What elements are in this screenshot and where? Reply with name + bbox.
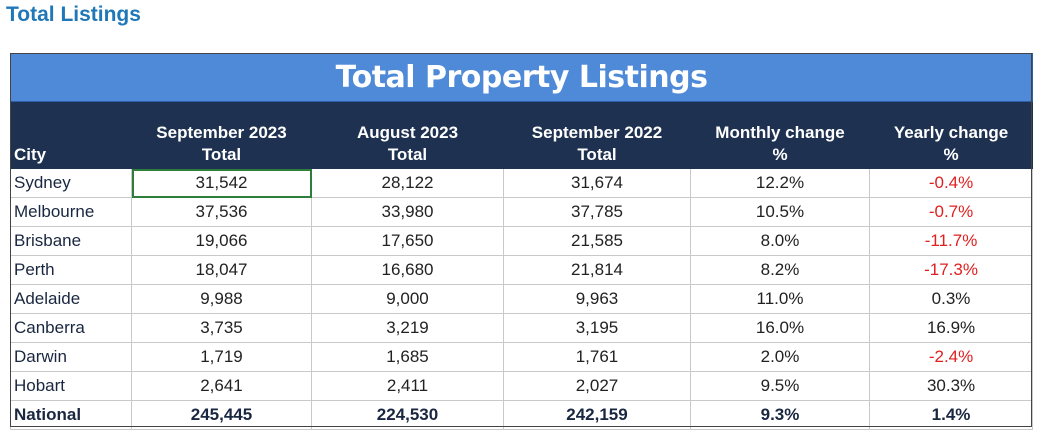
cell-sep2022[interactable]: 3,195 bbox=[503, 313, 691, 343]
cell-yearly[interactable]: -0.4% bbox=[868, 168, 1034, 198]
column-header-sep-2023[interactable]: September 2023 Total bbox=[131, 101, 312, 169]
cell-city[interactable]: Melbourne bbox=[10, 197, 132, 227]
cell-sep2023[interactable]: 9,988 bbox=[131, 284, 312, 314]
table-row: Darwin 1,719 1,685 1,761 2.0% -2.4% bbox=[10, 342, 1034, 372]
cell-aug2023[interactable]: 2,411 bbox=[311, 371, 504, 401]
cell-sep2022[interactable]: 21,585 bbox=[503, 226, 691, 256]
column-header-monthly-change[interactable]: Monthly change% bbox=[690, 101, 870, 169]
column-header-sep-2022[interactable]: September 2022 Total bbox=[503, 101, 691, 169]
cell-aug2023[interactable]: 17,650 bbox=[311, 226, 504, 256]
table-row: Perth 18,047 16,680 21,814 8.2% -17.3% bbox=[10, 255, 1034, 285]
cell-yearly[interactable]: -17.3% bbox=[868, 255, 1034, 285]
cell-sep2022[interactable]: 1,761 bbox=[503, 342, 691, 372]
cell-monthly[interactable]: 2.0% bbox=[690, 342, 870, 372]
cell-sep2022[interactable]: 21,814 bbox=[503, 255, 691, 285]
cell-sep2022[interactable]: 242,159 bbox=[503, 400, 691, 430]
table-row: Canberra 3,735 3,219 3,195 16.0% 16.9% bbox=[10, 313, 1034, 343]
cell-yearly[interactable]: 30.3% bbox=[868, 371, 1034, 401]
cell-aug2023[interactable]: 33,980 bbox=[311, 197, 504, 227]
cell-yearly[interactable]: 0.3% bbox=[868, 284, 1034, 314]
cell-yearly[interactable]: -2.4% bbox=[868, 342, 1034, 372]
cell-aug2023[interactable]: 16,680 bbox=[311, 255, 504, 285]
table-row-national: National 245,445 224,530 242,159 9.3% 1.4% bbox=[10, 400, 1034, 430]
cell-sep2022[interactable]: 37,785 bbox=[503, 197, 691, 227]
cell-sep2023[interactable]: 31,542 bbox=[131, 168, 312, 198]
column-header-row: City September 2023 Total August 2023 Tota… bbox=[10, 101, 1034, 169]
cell-aug2023[interactable]: 9,000 bbox=[311, 284, 504, 314]
table-row: Sydney 31,542 28,122 31,674 12.2% -0.4% bbox=[10, 168, 1034, 198]
cell-monthly[interactable]: 12.2% bbox=[690, 168, 870, 198]
listings-table: Total Property Listings City September 2… bbox=[9, 53, 1034, 430]
table-row: Adelaide 9,988 9,000 9,963 11.0% 0.3% bbox=[10, 284, 1034, 314]
cell-aug2023[interactable]: 3,219 bbox=[311, 313, 504, 343]
cell-monthly[interactable]: 8.0% bbox=[690, 226, 870, 256]
cell-aug2023[interactable]: 224,530 bbox=[311, 400, 504, 430]
cell-yearly[interactable]: -11.7% bbox=[868, 226, 1034, 256]
listings-table-container: Total Property Listings City September 2… bbox=[9, 53, 1034, 430]
cell-monthly[interactable]: 8.2% bbox=[690, 255, 870, 285]
cell-aug2023[interactable]: 1,685 bbox=[311, 342, 504, 372]
cell-city[interactable]: National bbox=[10, 400, 132, 430]
table-row: Melbourne 37,536 33,980 37,785 10.5% -0.7% bbox=[10, 197, 1034, 227]
cell-yearly[interactable]: 1.4% bbox=[868, 400, 1034, 430]
cell-city[interactable]: Brisbane bbox=[10, 226, 132, 256]
table-row: Hobart 2,641 2,411 2,027 9.5% 30.3% bbox=[10, 371, 1034, 401]
cell-city[interactable]: Perth bbox=[10, 255, 132, 285]
column-header-yearly-change[interactable]: Yearly change% bbox=[868, 101, 1034, 169]
cell-yearly[interactable]: 16.9% bbox=[868, 313, 1034, 343]
cell-sep2023[interactable]: 2,641 bbox=[131, 371, 312, 401]
cell-aug2023[interactable]: 28,122 bbox=[311, 168, 504, 198]
table-row: Brisbane 19,066 17,650 21,585 8.0% -11.7% bbox=[10, 226, 1034, 256]
cell-city[interactable]: Canberra bbox=[10, 313, 132, 343]
cell-sep2023[interactable]: 245,445 bbox=[131, 400, 312, 430]
cell-sep2022[interactable]: 9,963 bbox=[503, 284, 691, 314]
cell-sep2023[interactable]: 3,735 bbox=[131, 313, 312, 343]
cell-city[interactable]: Darwin bbox=[10, 342, 132, 372]
cell-yearly[interactable]: -0.7% bbox=[868, 197, 1034, 227]
cell-monthly[interactable]: 9.5% bbox=[690, 371, 870, 401]
column-header-city[interactable]: City bbox=[10, 101, 132, 169]
cell-sep2023[interactable]: 18,047 bbox=[131, 255, 312, 285]
cell-monthly[interactable]: 9.3% bbox=[690, 400, 870, 430]
cell-sep2022[interactable]: 31,674 bbox=[503, 168, 691, 198]
cell-sep2022[interactable]: 2,027 bbox=[503, 371, 691, 401]
page-heading: Total Listings bbox=[6, 3, 141, 26]
cell-monthly[interactable]: 10.5% bbox=[690, 197, 870, 227]
column-header-aug-2023[interactable]: August 2023 Total bbox=[311, 101, 504, 169]
cell-sep2023[interactable]: 1,719 bbox=[131, 342, 312, 372]
table-title: Total Property Listings bbox=[9, 53, 1034, 102]
cell-city[interactable]: Sydney bbox=[10, 168, 132, 198]
cell-monthly[interactable]: 11.0% bbox=[690, 284, 870, 314]
cell-city[interactable]: Adelaide bbox=[10, 284, 132, 314]
table-body: Sydney 31,542 28,122 31,674 12.2% -0.4% Melbou… bbox=[10, 168, 1034, 430]
cell-sep2023[interactable]: 19,066 bbox=[131, 226, 312, 256]
cell-sep2023[interactable]: 37,536 bbox=[131, 197, 312, 227]
cell-city[interactable]: Hobart bbox=[10, 371, 132, 401]
cell-monthly[interactable]: 16.0% bbox=[690, 313, 870, 343]
